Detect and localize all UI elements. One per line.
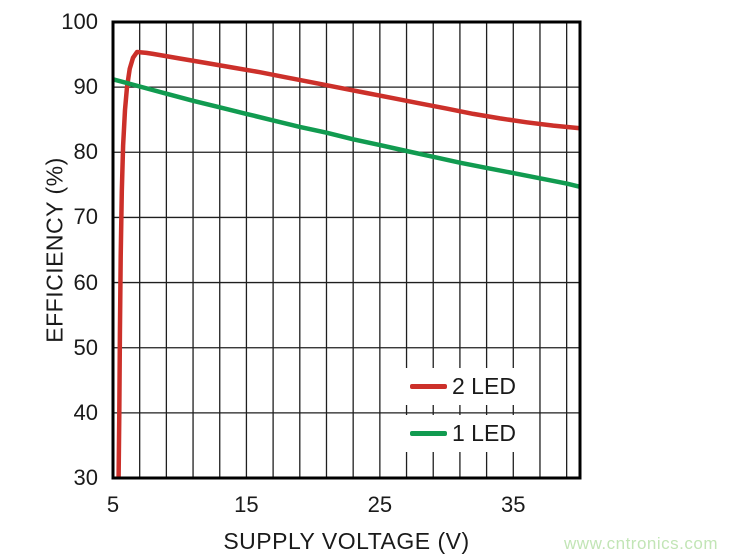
x-tick-label: 25 [367,492,393,517]
y-tick-label: 70 [73,204,98,230]
legend-label: 2 LED [452,373,516,399]
legend-entry-2led: 2 LED [404,368,528,405]
x-tick-label: 35 [501,492,526,517]
legend-swatch-1led [410,431,447,436]
y-tick-label: 40 [73,399,98,425]
legend-entry-1led: 1 LED [404,415,528,452]
y-tick-label: 100 [61,9,98,34]
plot-area [111,20,582,480]
x-axis-title: SUPPLY VOLTAGE (V) [223,528,470,554]
legend-swatch-2led [410,384,447,389]
series-line-1led [112,77,581,189]
y-axis-title: EFFICIENCY (%) [41,157,68,343]
y-tick-label: 30 [73,465,98,490]
watermark: www.cntronics.com [564,534,718,553]
plot-border [111,20,582,480]
y-tick-label: 50 [73,334,98,360]
x-tick-label: 15 [234,492,259,517]
y-tick-label: 90 [73,74,98,100]
y-tick-label: 60 [73,269,98,295]
y-tick-label: 80 [73,139,98,165]
legend-label: 1 LED [452,420,516,446]
series-line-2led [116,49,581,479]
x-tick-label: 5 [106,492,120,517]
